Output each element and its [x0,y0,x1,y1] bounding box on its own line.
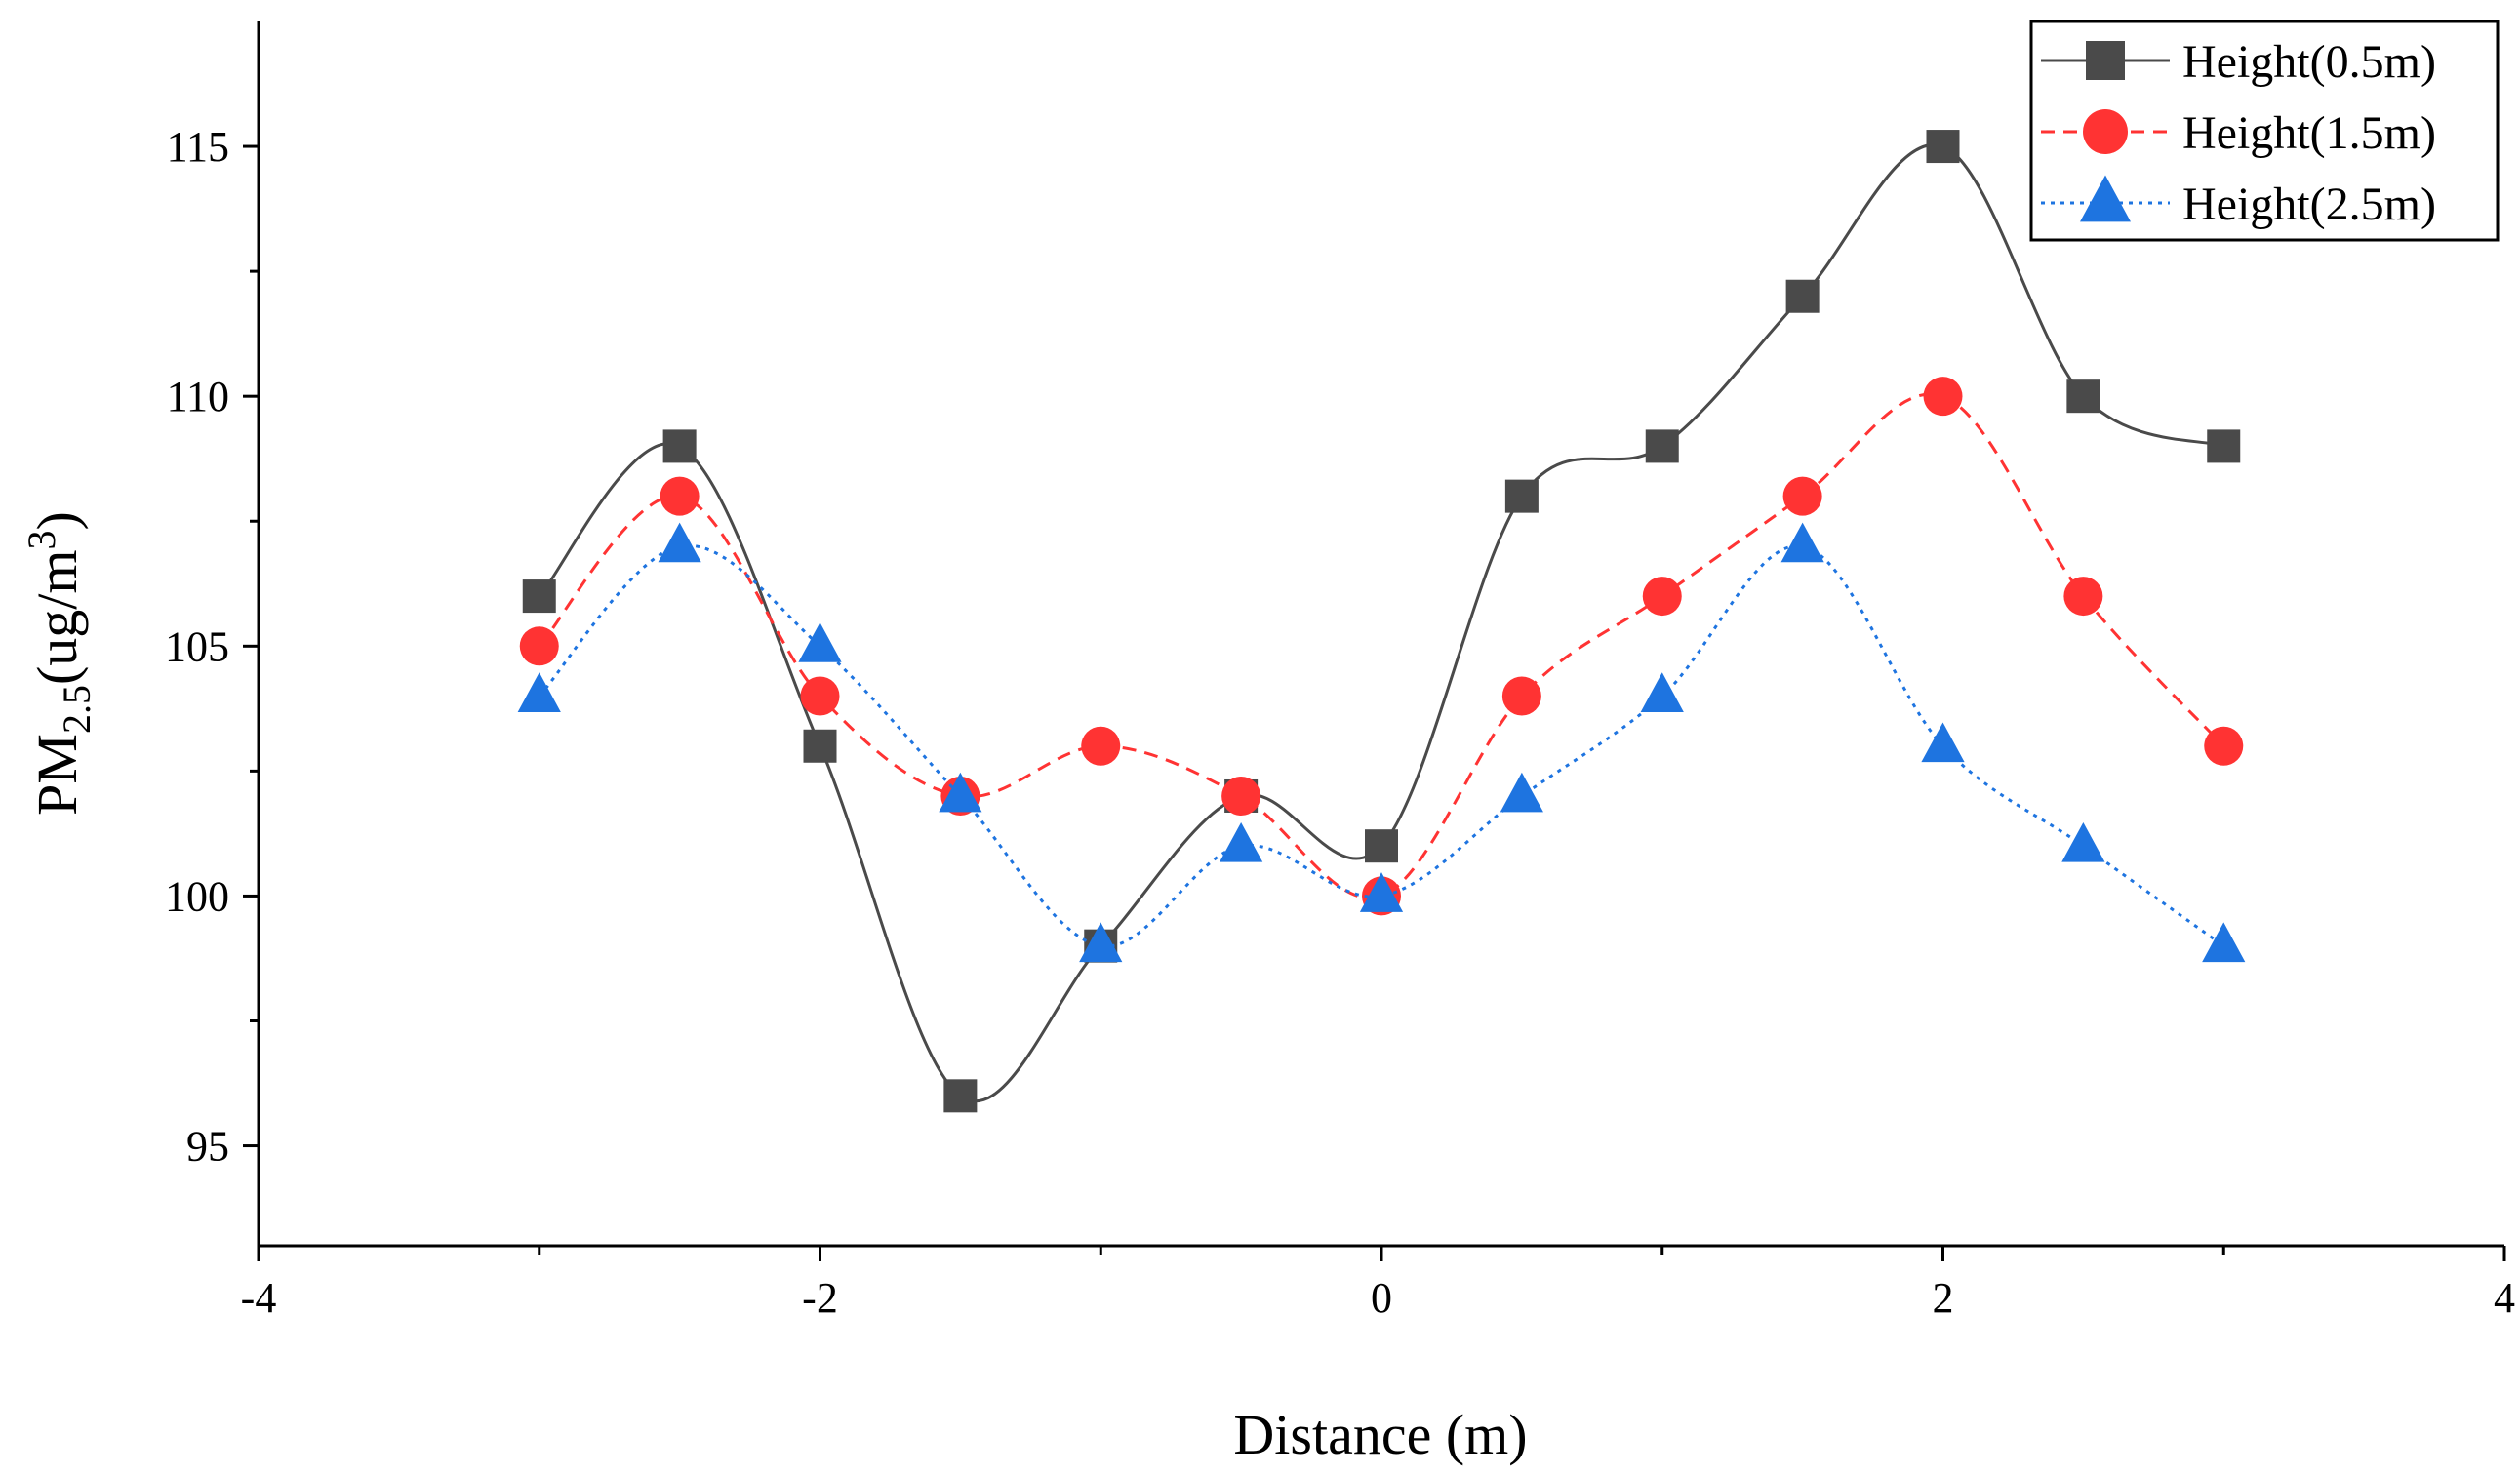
data-point-triangle [1780,522,1824,563]
data-point-circle [2204,726,2244,766]
series-line-1 [538,142,2224,1103]
data-point-square [943,1079,978,1113]
y-tick-label: 115 [167,123,229,171]
data-point-square [1785,279,1820,313]
axes: -4 -2 0 2 4 95 100 105 110 115 [165,21,2515,1322]
data-point-circle [1923,377,1963,417]
data-point-circle [1642,577,1682,617]
data-point-triangle [517,672,561,712]
data-point-circle [519,626,559,666]
legend-label-3: Height(2.5m) [2182,179,2436,230]
data-point-circle [1081,726,1121,766]
legend: Height(0.5m) Height(1.5m) Height(2.5m) [2029,20,2500,242]
data-point-circle [1782,476,1822,516]
data-point-square [1504,479,1539,513]
series-line-2 [538,392,2225,899]
data-point-square [522,579,556,614]
y-tick-label: 100 [165,872,229,920]
data-point-triangle [2061,821,2105,862]
data-point-triangle [1079,922,1123,963]
data-point-square [2066,379,2100,414]
legend-marker-circle [2083,109,2128,154]
x-axis-title: Distance (m) [1233,1403,1527,1466]
x-tick-label: -4 [241,1274,277,1322]
legend-label-2: Height(1.5m) [2182,107,2436,159]
legend-label-1: Height(0.5m) [2182,36,2436,88]
data-point-square [2207,429,2241,463]
y-tick-label: 105 [165,622,229,670]
legend-marker-triangle [2080,175,2131,222]
data-point-circle [800,676,840,716]
data-point-square [1926,130,1960,164]
y-axis-title: PM2.5(ug/m3) [20,511,99,816]
data-point-triangle [1921,722,1965,763]
series-layer [517,130,2246,1113]
data-point-triangle [2202,922,2246,963]
data-point-triangle [1500,772,1543,813]
data-point-circle [1221,776,1261,816]
x-tick-label: 4 [2494,1274,2515,1322]
data-point-triangle [798,622,842,662]
data-point-triangle [658,522,701,563]
series-3 [517,522,2246,963]
data-point-square [662,429,697,463]
data-point-triangle [1220,821,1263,862]
y-tick-label: 95 [186,1123,229,1171]
series-1 [522,130,2241,1113]
x-tick-label: -2 [802,1274,838,1322]
legend-marker-square [2086,41,2125,80]
data-point-circle [1501,676,1541,716]
data-point-square [1365,829,1398,863]
data-point-circle [660,476,700,516]
data-point-triangle [1359,872,1404,912]
x-tick-label: 2 [1933,1274,1954,1322]
data-point-circle [2063,577,2103,617]
y-tick-label: 110 [167,373,229,420]
data-point-square [1645,429,1679,463]
data-point-triangle [1640,672,1684,712]
x-tick-label: 0 [1371,1274,1392,1322]
data-point-triangle [939,772,982,813]
data-point-square [803,729,837,763]
